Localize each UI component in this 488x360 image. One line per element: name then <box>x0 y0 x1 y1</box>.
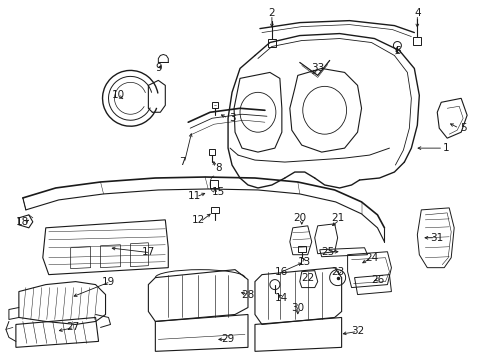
Text: 27: 27 <box>66 323 79 332</box>
Text: 33: 33 <box>310 63 324 73</box>
Text: 9: 9 <box>155 63 162 73</box>
Text: 3: 3 <box>228 113 235 123</box>
Text: 6: 6 <box>393 45 400 55</box>
Text: 11: 11 <box>187 191 201 201</box>
Text: 20: 20 <box>293 213 305 223</box>
Text: 29: 29 <box>221 334 234 345</box>
Text: 26: 26 <box>370 275 384 285</box>
Text: 28: 28 <box>241 289 254 300</box>
Text: 10: 10 <box>112 90 125 100</box>
Text: 8: 8 <box>214 163 221 173</box>
Text: 25: 25 <box>321 247 334 257</box>
Text: 23: 23 <box>330 267 344 276</box>
Text: 18: 18 <box>16 217 29 227</box>
Text: 7: 7 <box>179 157 185 167</box>
Text: 17: 17 <box>142 247 155 257</box>
Text: 16: 16 <box>275 267 288 276</box>
Text: 22: 22 <box>301 273 314 283</box>
Text: 4: 4 <box>413 8 420 18</box>
Text: 21: 21 <box>330 213 344 223</box>
Text: 5: 5 <box>459 123 466 133</box>
Text: 12: 12 <box>191 215 204 225</box>
Text: 24: 24 <box>364 253 377 263</box>
Text: 2: 2 <box>268 8 275 18</box>
Text: 31: 31 <box>430 233 443 243</box>
Text: 30: 30 <box>291 302 304 312</box>
Text: 1: 1 <box>442 143 448 153</box>
Text: 19: 19 <box>102 276 115 287</box>
Text: 13: 13 <box>298 257 311 267</box>
Text: 15: 15 <box>211 187 224 197</box>
Text: 32: 32 <box>350 327 364 336</box>
Text: 14: 14 <box>275 293 288 302</box>
